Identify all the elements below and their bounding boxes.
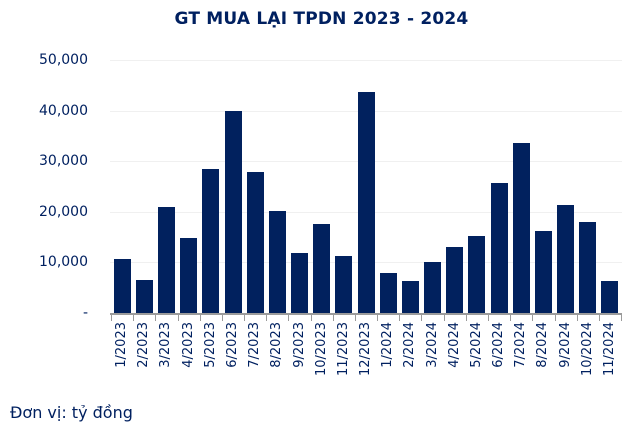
- x-axis-tick: [598, 315, 600, 321]
- x-axis-tick: [421, 315, 423, 321]
- chart-title: GT MUA LẠI TPDN 2023 - 2024: [174, 9, 469, 29]
- bar-1/2023: [113, 259, 131, 313]
- x-axis-tick: [111, 315, 112, 321]
- x-axis-tick-label: 3/2024: [424, 322, 440, 368]
- x-axis-tick-label: 10/2023: [313, 322, 329, 377]
- x-axis-tick: [399, 315, 401, 321]
- bar-11/2024: [601, 281, 619, 313]
- x-axis-tick-label: 11/2024: [601, 322, 617, 377]
- bar-11/2023: [335, 255, 353, 313]
- x-axis-tick: [488, 315, 489, 321]
- x-axis-tick: [510, 315, 512, 321]
- bar-5/2024: [468, 235, 486, 313]
- x-axis-tick-label: 8/2024: [535, 322, 551, 368]
- bar-9/2024: [557, 205, 575, 313]
- bar-7/2024: [512, 143, 530, 313]
- x-axis-tick: [465, 315, 467, 321]
- x-axis-tick: [266, 315, 268, 321]
- x-axis-tick: [133, 315, 135, 321]
- x-axis-line: [110, 313, 622, 315]
- bar-8/2023: [268, 210, 286, 313]
- bar-8/2024: [534, 231, 552, 313]
- x-axis-tick: [443, 315, 445, 321]
- x-axis-tick: [576, 315, 578, 321]
- x-axis-tick-label: 2/2023: [136, 322, 152, 368]
- bar-4/2024: [446, 247, 464, 313]
- x-axis-tick: [310, 315, 312, 321]
- bar-12/2023: [357, 92, 375, 313]
- bar-5/2023: [202, 169, 220, 313]
- x-axis-tick-label: 7/2023: [247, 322, 263, 368]
- bar-1/2024: [379, 272, 397, 313]
- y-axis-tick-label: 40,000: [39, 102, 88, 119]
- unit-note: Đơn vị: tỷ đồng: [10, 403, 133, 422]
- bar-9/2023: [291, 252, 308, 313]
- x-axis-tick: [288, 315, 290, 321]
- x-axis-tick-label: 1/2023: [114, 322, 130, 368]
- x-axis-tick: [554, 315, 556, 321]
- x-axis-tick: [155, 315, 157, 321]
- y-axis-tick-label: -: [82, 305, 88, 321]
- x-axis-tick: [199, 315, 201, 321]
- bar-7/2023: [246, 172, 264, 313]
- y-axis-tick-label: 20,000: [39, 203, 88, 220]
- bar-3/2024: [424, 262, 441, 313]
- x-axis-tick-label: 9/2023: [291, 322, 307, 368]
- x-axis-tick-label: 6/2023: [225, 322, 240, 368]
- x-axis-tick: [221, 315, 223, 321]
- x-axis-tick-label: 4/2024: [446, 322, 462, 368]
- x-axis-tick-label: 2/2024: [402, 322, 418, 368]
- bar-6/2023: [224, 110, 242, 313]
- y-axis-tick-label: 50,000: [39, 52, 88, 68]
- bar-10/2023: [313, 223, 331, 313]
- gridline: [110, 60, 622, 61]
- x-axis-tick-label: 6/2024: [491, 322, 506, 368]
- x-axis-tick-label: 3/2023: [158, 322, 174, 368]
- x-axis-tick-label: 8/2023: [269, 322, 285, 368]
- bar-6/2024: [490, 183, 508, 313]
- x-axis-tick-label: 5/2024: [468, 322, 484, 368]
- x-axis-tick: [177, 315, 179, 321]
- x-axis-tick: [332, 315, 334, 321]
- bar-2/2024: [401, 280, 419, 313]
- bar-2/2023: [135, 279, 153, 313]
- bar-10/2024: [579, 222, 597, 313]
- x-axis-tick: [377, 315, 379, 321]
- x-axis-tick: [354, 315, 356, 321]
- x-axis-tick: [621, 315, 622, 321]
- x-axis-tick-label: 10/2024: [579, 322, 595, 377]
- x-axis-tick-label: 7/2024: [513, 322, 529, 368]
- x-axis-tick-label: 12/2023: [358, 322, 373, 377]
- y-axis-tick-label: 30,000: [39, 153, 88, 170]
- x-axis-tick-label: 5/2023: [202, 322, 218, 368]
- x-axis-tick-label: 1/2024: [380, 322, 396, 368]
- bar-4/2023: [180, 237, 198, 313]
- x-axis-tick-label: 9/2024: [557, 322, 573, 368]
- x-axis-tick-label: 11/2023: [335, 322, 351, 377]
- x-axis-tick-label: 4/2023: [180, 322, 196, 368]
- x-axis-tick: [532, 315, 534, 321]
- bar-3/2023: [157, 206, 175, 313]
- y-axis-tick-label: 10,000: [39, 254, 88, 271]
- x-axis-tick: [244, 315, 245, 321]
